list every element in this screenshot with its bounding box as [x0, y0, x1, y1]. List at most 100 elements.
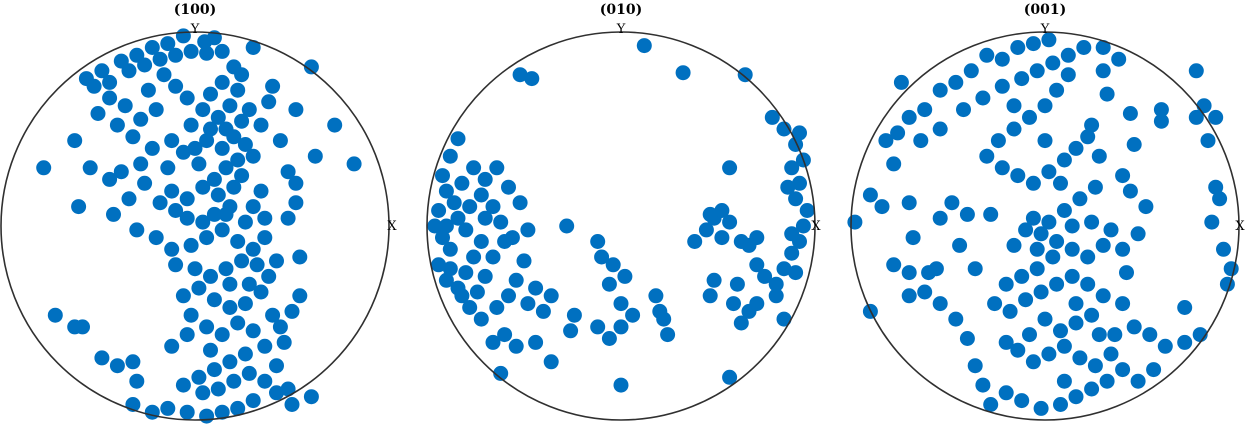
data-point: [222, 276, 238, 292]
data-point: [241, 276, 257, 292]
data-point: [795, 218, 811, 234]
data-point: [485, 199, 501, 215]
data-point: [1041, 32, 1057, 48]
data-point: [1216, 241, 1231, 257]
data-point: [987, 296, 1003, 312]
data-point: [1212, 191, 1228, 207]
data-point: [160, 400, 176, 416]
data-point: [1041, 164, 1057, 180]
data-point: [179, 210, 195, 226]
x-axis-label: X: [811, 219, 821, 234]
data-point: [493, 365, 509, 381]
data-point: [284, 303, 300, 319]
data-point: [1002, 303, 1018, 319]
data-point: [590, 319, 606, 335]
data-point: [489, 160, 505, 176]
data-point: [516, 253, 532, 269]
data-point: [729, 276, 745, 292]
data-point: [1223, 261, 1239, 277]
data-point: [462, 300, 478, 315]
data-point: [1053, 397, 1068, 412]
data-point: [222, 300, 238, 315]
data-point: [195, 179, 211, 195]
data-point: [183, 117, 199, 133]
data-point: [967, 261, 983, 277]
data-point: [230, 315, 246, 331]
data-point: [1037, 133, 1053, 149]
data-point: [245, 40, 261, 55]
data-point: [1064, 218, 1080, 234]
data-point: [749, 257, 765, 273]
data-point: [327, 117, 343, 133]
data-point: [613, 296, 629, 312]
data-point: [1099, 373, 1115, 389]
data-point: [1056, 373, 1072, 389]
data-point: [636, 38, 652, 54]
data-point: [967, 358, 983, 374]
data-point: [1126, 319, 1142, 335]
data-point: [183, 307, 199, 323]
data-point: [446, 195, 462, 211]
data-point: [269, 358, 284, 374]
data-point: [210, 187, 226, 203]
data-point: [956, 102, 971, 118]
pole-figure-001: (001) Y X: [847, 2, 1245, 421]
data-point: [959, 331, 975, 346]
data-point: [265, 78, 281, 94]
data-point: [191, 156, 207, 172]
data-point: [1103, 222, 1119, 238]
data-point: [303, 389, 319, 405]
data-point: [187, 140, 203, 156]
data-point: [979, 47, 995, 63]
data-point: [1053, 323, 1068, 339]
data-point: [292, 249, 308, 265]
data-point: [102, 74, 118, 90]
data-point: [477, 210, 493, 226]
data-point: [1037, 98, 1053, 114]
data-point: [722, 160, 738, 176]
data-point: [179, 90, 195, 106]
x-axis-label: X: [387, 219, 397, 234]
data-point: [71, 199, 87, 215]
data-point: [261, 268, 277, 284]
data-point: [90, 106, 106, 121]
data-point: [133, 156, 149, 172]
data-point: [1188, 109, 1204, 125]
data-point: [199, 230, 215, 246]
data-point: [458, 265, 474, 281]
data-point: [1025, 36, 1041, 52]
data-point: [214, 74, 230, 90]
data-point: [508, 338, 524, 354]
data-point: [913, 133, 929, 149]
data-point: [164, 241, 180, 257]
data-point: [82, 160, 98, 176]
data-point: [1049, 276, 1065, 292]
pole-figure-circle: [426, 31, 816, 421]
data-point: [520, 296, 536, 312]
data-point: [504, 230, 520, 246]
data-point: [164, 338, 180, 354]
data-point: [1146, 362, 1162, 378]
data-point: [1076, 40, 1092, 55]
data-point: [648, 288, 664, 304]
data-point: [435, 230, 450, 246]
data-point: [726, 296, 741, 312]
data-point: [792, 175, 807, 191]
data-point: [890, 125, 906, 141]
data-point: [214, 327, 230, 343]
data-point: [214, 222, 230, 238]
data-point: [1056, 203, 1072, 218]
data-point: [1115, 362, 1131, 378]
data-point: [543, 354, 559, 370]
data-point: [435, 168, 450, 184]
data-point: [183, 237, 199, 253]
data-point: [566, 307, 582, 323]
data-point: [1049, 234, 1065, 249]
data-point: [1045, 55, 1061, 71]
data-point: [191, 369, 207, 385]
data-point: [477, 171, 493, 187]
data-point: [1208, 109, 1224, 125]
data-point: [1142, 327, 1158, 343]
data-point: [241, 102, 257, 118]
data-point: [109, 358, 125, 374]
